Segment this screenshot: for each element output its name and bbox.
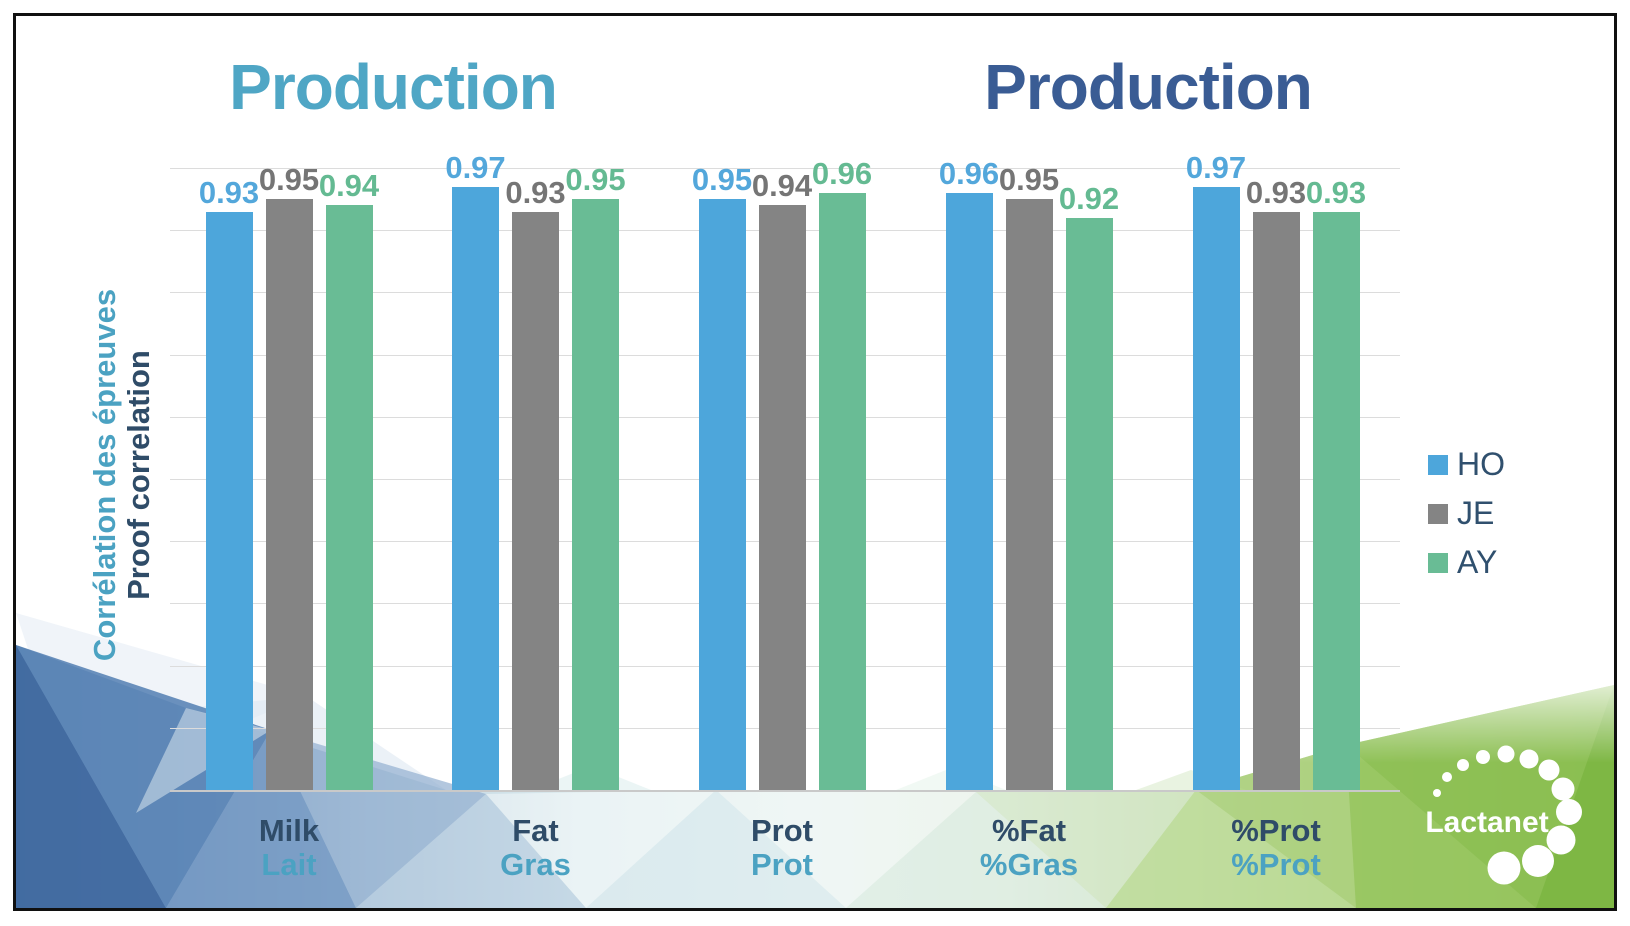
value-label-ay-prot: 0.96 xyxy=(811,156,873,191)
legend-item-ho: HO xyxy=(1428,440,1505,489)
value-label-ho-milk: 0.93 xyxy=(198,175,260,210)
legend-item-ay: AY xyxy=(1428,538,1505,587)
legend-label: HO xyxy=(1457,446,1505,482)
category-label-prot: Prot Prot xyxy=(751,814,813,882)
bar-ho-milk xyxy=(205,212,253,790)
value-label-ho-fat: 0.97 xyxy=(445,150,506,185)
category-label-milk: Milk Lait xyxy=(259,814,319,882)
legend-item-je: JE xyxy=(1428,489,1505,538)
category-label-english: %Prot xyxy=(1231,813,1321,848)
category-label-french: Gras xyxy=(500,847,571,882)
value-label-je-prot: 0.94 xyxy=(751,168,813,203)
bar-ay-%prot xyxy=(1312,212,1360,790)
value-label-je-%prot: 0.93 xyxy=(1245,175,1307,210)
value-label-je-fat: 0.93 xyxy=(505,175,566,210)
title-production-french-side: Production xyxy=(229,51,558,123)
slide: Production Production Corrélation des ép… xyxy=(13,13,1617,911)
value-label-ay-%fat: 0.92 xyxy=(1058,181,1120,216)
category-label-%prot: %Prot %Prot xyxy=(1231,814,1321,882)
value-label-ho-prot: 0.95 xyxy=(691,162,753,197)
category-label-fat: Fat Gras xyxy=(500,814,571,882)
category-label-french: Prot xyxy=(751,847,813,882)
bar-je-prot xyxy=(758,205,806,790)
legend-swatch-ay-icon xyxy=(1428,552,1448,573)
category-label-french: %Prot xyxy=(1231,847,1321,882)
x-axis-baseline xyxy=(170,790,1400,792)
value-label-je-milk: 0.95 xyxy=(258,162,320,197)
category-label-english: Milk xyxy=(258,813,320,848)
legend-label: JE xyxy=(1457,495,1495,531)
value-label-ay-milk: 0.94 xyxy=(318,168,380,203)
bar-je-fat xyxy=(512,212,559,790)
bar-ay-%fat xyxy=(1065,218,1113,790)
value-label-ho-%prot: 0.97 xyxy=(1185,150,1247,185)
value-label-ay-fat: 0.95 xyxy=(565,162,626,197)
category-label-%fat: %Fat %Gras xyxy=(980,814,1078,882)
bar-je-%fat xyxy=(1005,199,1053,790)
title-production-english-side: Production xyxy=(984,51,1313,123)
category-label-english: Prot xyxy=(751,813,813,848)
category-label-english: Fat xyxy=(512,813,559,848)
value-label-je-%fat: 0.95 xyxy=(998,162,1060,197)
bar-ho-%fat xyxy=(945,193,993,790)
category-label-french: Lait xyxy=(261,847,317,882)
legend-label: AY xyxy=(1457,544,1498,580)
bar-ay-fat xyxy=(572,199,619,790)
legend-swatch-je-icon xyxy=(1428,503,1448,524)
gridline xyxy=(170,168,1400,169)
category-label-english: %Fat xyxy=(991,813,1067,848)
category-label-french: %Gras xyxy=(979,847,1079,882)
bar-ho-fat xyxy=(452,187,499,790)
bar-ay-prot xyxy=(818,193,866,790)
bar-ho-%prot xyxy=(1192,187,1240,790)
bar-je-milk xyxy=(265,199,313,790)
value-label-ho-%fat: 0.96 xyxy=(938,156,1000,191)
lactanet-logo-text: Lactanet xyxy=(1425,806,1549,839)
bar-ay-milk xyxy=(325,205,373,790)
bar-ho-prot xyxy=(698,199,746,790)
chart-legend: HO JE AY xyxy=(1428,440,1505,587)
bar-je-%prot xyxy=(1252,212,1300,790)
lowpoly-background-band xyxy=(16,613,1614,908)
value-label-ay-%prot: 0.93 xyxy=(1305,175,1367,210)
legend-swatch-ho-icon xyxy=(1428,454,1448,475)
y-axis-label-french: Corrélation des épreuves xyxy=(87,288,122,662)
y-axis-label-english: Proof correlation xyxy=(121,350,156,600)
